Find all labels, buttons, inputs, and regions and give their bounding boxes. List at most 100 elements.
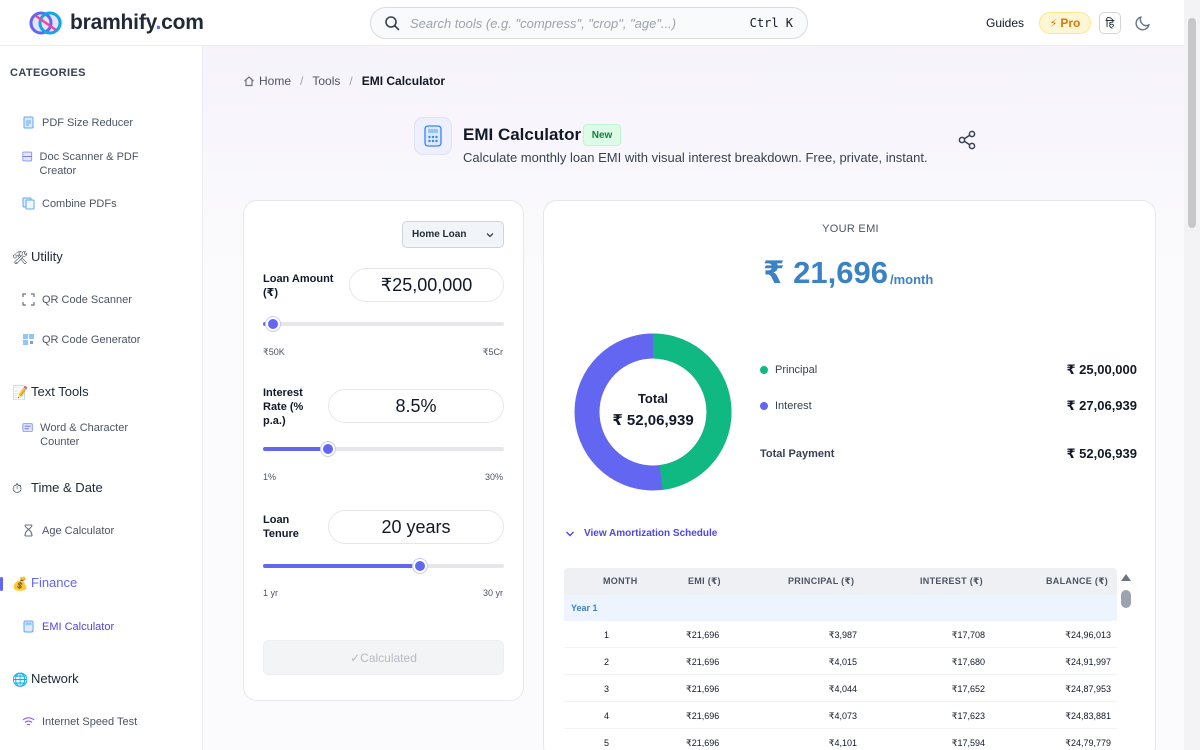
loan-tenure-slider[interactable] bbox=[263, 559, 504, 573]
donut-total-label: Total bbox=[637, 391, 669, 406]
moon-icon[interactable] bbox=[1135, 14, 1152, 31]
breadcrumb-tools[interactable]: Tools bbox=[312, 74, 341, 88]
pro-label: Pro bbox=[1060, 16, 1081, 30]
donut-total-value: ₹ 52,06,939 bbox=[612, 412, 694, 429]
counter-icon bbox=[22, 423, 33, 432]
page-scrollbar[interactable] bbox=[1184, 0, 1200, 750]
search-icon bbox=[385, 16, 400, 31]
sidebar-item-qr-scanner[interactable]: QR Code Scanner bbox=[22, 293, 132, 307]
sidebar-group-time-date[interactable]: ⏱ Time & Date bbox=[12, 480, 103, 496]
principal-dot bbox=[760, 366, 768, 374]
loan-amount-slider[interactable] bbox=[263, 317, 504, 331]
loan-amount-input[interactable]: ₹25,00,000 bbox=[349, 268, 504, 302]
total-payment-value: ₹ 52,06,939 bbox=[1066, 446, 1138, 461]
cell-month: 2 bbox=[604, 657, 610, 667]
tools-icon: 🛠 bbox=[12, 250, 29, 265]
cell-emi: ₹21,696 bbox=[686, 711, 720, 721]
cell-emi: ₹21,696 bbox=[686, 630, 720, 640]
sidebar-item-emi-calculator[interactable]: EMI Calculator bbox=[22, 620, 114, 634]
sidebar-item-speed-test[interactable]: Internet Speed Test bbox=[22, 715, 137, 729]
bolt-icon: ⚡ bbox=[1049, 17, 1058, 30]
legend-interest: Interest ₹ 27,06,939 bbox=[760, 398, 1137, 414]
sidebar-item-pdf-size-reducer[interactable]: PDF Size Reducer bbox=[22, 116, 133, 130]
wifi-icon bbox=[22, 717, 35, 726]
sidebar-group-utility[interactable]: 🛠 Utility bbox=[12, 249, 63, 265]
cell-principal: ₹4,015 bbox=[828, 657, 857, 667]
sidebar-item-combine-pdfs[interactable]: Combine PDFs bbox=[22, 197, 117, 211]
legend-principal: Principal ₹ 25,00,000 bbox=[760, 362, 1137, 378]
slider-handle[interactable] bbox=[265, 317, 280, 331]
table-scroll-thumb[interactable] bbox=[1121, 590, 1131, 608]
cell-principal: ₹4,073 bbox=[828, 711, 857, 721]
chevron-down-icon bbox=[566, 531, 574, 536]
slider-fill bbox=[263, 447, 329, 451]
breadcrumb: Home / Tools / EMI Calculator bbox=[243, 74, 445, 88]
table-scroll-up[interactable] bbox=[1121, 574, 1131, 581]
total-payment-label: Total Payment bbox=[760, 448, 835, 460]
table-row: 5 ₹21,696 ₹4,101 ₹17,594 ₹24,79,779 bbox=[564, 729, 1117, 750]
cell-balance: ₹24,79,779 bbox=[1065, 738, 1111, 748]
sidebar-item-qr-generator[interactable]: QR Code Generator bbox=[22, 333, 140, 347]
scrollbar-thumb[interactable] bbox=[1188, 18, 1196, 228]
chevron-down-icon bbox=[486, 233, 494, 238]
interest-rate-input[interactable]: 8.5% bbox=[328, 389, 504, 423]
page-subtitle: Calculate monthly loan EMI with visual i… bbox=[463, 150, 928, 165]
sidebar-group-finance[interactable]: 💰 Finance bbox=[12, 575, 78, 591]
slider-handle[interactable] bbox=[412, 559, 427, 573]
col-emi: EMI (₹) bbox=[688, 576, 721, 586]
emi-value: ₹ 21,696 bbox=[763, 255, 888, 290]
scanner-icon bbox=[22, 151, 33, 162]
calculator-icon bbox=[23, 620, 34, 633]
col-month: MONTH bbox=[603, 576, 638, 586]
donut-chart bbox=[574, 333, 732, 491]
emi-label: YOUR EMI bbox=[822, 223, 879, 235]
share-icon[interactable] bbox=[957, 130, 977, 150]
cell-principal: ₹3,987 bbox=[828, 630, 857, 640]
cell-emi: ₹21,696 bbox=[686, 657, 720, 667]
emi-unit: /month bbox=[890, 272, 934, 287]
loan-tenure-min: 1 yr bbox=[263, 588, 279, 598]
logo[interactable]: bramhify.com bbox=[26, 8, 204, 38]
memo-icon: 📝 bbox=[12, 385, 29, 400]
loan-type-select[interactable]: Home Loan bbox=[402, 221, 504, 248]
sidebar-item-word-counter[interactable]: Word & Character Counter bbox=[22, 421, 152, 449]
search-bar[interactable]: Ctrl K bbox=[370, 7, 808, 39]
globe-icon: 🌐 bbox=[12, 672, 29, 687]
search-shortcut: Ctrl K bbox=[749, 16, 793, 30]
breadcrumb-separator: / bbox=[300, 74, 304, 88]
interest-rate-slider[interactable] bbox=[263, 442, 504, 456]
sidebar-group-text-tools[interactable]: 📝 Text Tools bbox=[12, 384, 89, 400]
logo-icon bbox=[26, 8, 66, 38]
cell-emi: ₹21,696 bbox=[686, 684, 720, 694]
loan-amount-label: Loan Amount (₹) bbox=[263, 273, 334, 299]
language-toggle[interactable]: हि bbox=[1099, 12, 1121, 34]
loan-amount-min: ₹50K bbox=[263, 347, 285, 357]
sidebar-item-age-calculator[interactable]: Age Calculator bbox=[22, 524, 114, 538]
new-badge: New bbox=[583, 124, 621, 146]
cell-month: 1 bbox=[604, 630, 610, 640]
cell-balance: ₹24,83,881 bbox=[1065, 711, 1111, 721]
page-title: EMI Calculator bbox=[463, 125, 582, 144]
table-row: 1 ₹21,696 ₹3,987 ₹17,708 ₹24,96,013 bbox=[564, 621, 1117, 648]
principal-label: Principal bbox=[775, 364, 818, 376]
sidebar-item-doc-scanner[interactable]: Doc Scanner & PDF Creator bbox=[22, 150, 152, 178]
search-input[interactable] bbox=[410, 15, 750, 31]
cell-interest: ₹17,652 bbox=[951, 684, 985, 694]
calculate-button[interactable]: ✓Calculated bbox=[263, 640, 504, 675]
cell-principal: ₹4,101 bbox=[828, 738, 857, 748]
slider-handle[interactable] bbox=[321, 442, 336, 456]
amortization-toggle[interactable]: View Amortization Schedule bbox=[565, 528, 717, 539]
guides-link[interactable]: Guides bbox=[986, 16, 1025, 30]
total-payment-row: Total Payment ₹ 52,06,939 bbox=[760, 446, 1137, 462]
interest-dot bbox=[760, 402, 768, 410]
year-group-row[interactable]: Year 1 bbox=[564, 595, 1117, 621]
cell-balance: ₹24,91,997 bbox=[1065, 657, 1111, 667]
breadcrumb-home[interactable]: Home bbox=[259, 74, 292, 88]
sidebar-group-network[interactable]: 🌐 Network bbox=[12, 671, 79, 687]
cell-interest: ₹17,623 bbox=[951, 711, 985, 721]
loan-tenure-input[interactable]: 20 years bbox=[328, 510, 504, 544]
pro-button[interactable]: ⚡ Pro bbox=[1039, 12, 1091, 34]
loan-tenure-max: 30 yr bbox=[482, 588, 503, 598]
loan-amount-max: ₹5Cr bbox=[482, 347, 503, 357]
home-icon bbox=[244, 76, 254, 87]
